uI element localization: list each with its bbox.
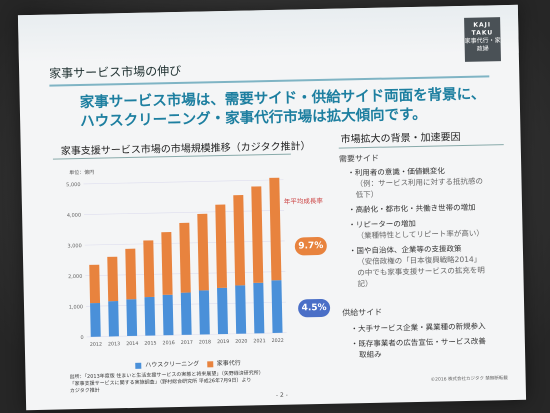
- copyright: ©2016 株式会社カジタク 禁無断転載: [430, 376, 508, 383]
- x-tick-label: 2018: [199, 339, 211, 345]
- x-tick-label: 2016: [162, 340, 174, 346]
- bar-housekeeping: [215, 204, 228, 288]
- supply-item-2-sub: 取組み: [359, 349, 382, 360]
- bar-housekeeping: [179, 222, 191, 293]
- y-tick-label: 3,000: [67, 243, 81, 249]
- legend-cleaning: ハウスクリーニング: [145, 360, 200, 369]
- bar-housekeeping: [269, 177, 282, 281]
- supply-heading: 供給サイド: [342, 307, 383, 318]
- bar-cleaning: [162, 294, 174, 336]
- bar-cleaning: [235, 285, 247, 334]
- y-tick-label: 1,000: [69, 304, 83, 310]
- bar-housekeeping: [143, 240, 155, 298]
- market-size-bar-chart: 0 1,000 2,000 3,000 4,000 5,000 2012 2013 2014 20…: [66, 177, 287, 348]
- presentation-slide: KAJI TAKU 家事代行・家政婦 家事サービス市場の伸び 家事サービス市場は…: [17, 4, 527, 411]
- bar-cleaning: [217, 287, 229, 335]
- demand-item-4-sub-2: の中でも家事支援サービスの拡充を明: [357, 265, 485, 278]
- bar-housekeeping: [233, 194, 246, 286]
- brand-logo-line3: 家事代行・家政婦: [464, 37, 501, 53]
- x-tick-label: 2022: [272, 338, 284, 344]
- bar-cleaning: [90, 302, 101, 337]
- legend-housekeeping: 家事代行: [216, 359, 241, 368]
- gridline: [84, 210, 285, 215]
- section-title: 家事サービス市場の伸び: [49, 63, 182, 81]
- demand-item-1-sub-1: （例：サービス利用に対する抵抗感の: [355, 176, 484, 189]
- bar-housekeeping: [251, 186, 264, 283]
- y-tick-label: 4,000: [67, 213, 81, 219]
- bar-cleaning: [271, 280, 283, 334]
- supply-item-1: ・大手サービス企業・異業種の新規参入: [350, 321, 486, 334]
- x-tick-label: 2014: [126, 341, 138, 347]
- y-tick-label: 2,000: [68, 274, 82, 280]
- legend-swatch-housekeeping: [206, 360, 213, 367]
- x-tick-label: 2019: [217, 339, 229, 345]
- bar-housekeeping: [197, 213, 209, 291]
- x-tick-label: 2020: [235, 339, 247, 345]
- bar-housekeeping: [89, 264, 101, 304]
- cagr-label: 年平均成長率: [283, 196, 323, 206]
- demand-item-2: ・高齢化・都市化・共働き世帯の増加: [347, 202, 476, 215]
- demand-heading: 需要サイド: [338, 153, 380, 164]
- gridline: [83, 179, 284, 185]
- y-tick-label: 0: [80, 335, 83, 341]
- demand-item-1: ・利用者の意識・価値観変化: [347, 166, 445, 178]
- bar-cleaning: [253, 282, 265, 334]
- demand-item-3: ・リピーターの増加: [348, 218, 416, 230]
- bar-housekeeping: [107, 256, 119, 302]
- x-tick-label: 2012: [90, 342, 102, 348]
- cagr-housekeeping-badge: 9.7%: [294, 236, 328, 256]
- bar-cleaning: [126, 299, 138, 337]
- demand-item-4-sub-3: 記）: [357, 278, 373, 289]
- legend-swatch-cleaning: [135, 362, 142, 369]
- demand-item-1-sub-2: 低下）: [355, 189, 379, 200]
- x-tick-label: 2013: [108, 341, 120, 347]
- right-panel-title: 市場拡大の背景・加速要因: [340, 132, 461, 146]
- x-tick-label: 2021: [253, 338, 265, 344]
- bar-cleaning: [198, 290, 210, 335]
- slide-headline: 家事サービス市場は、需要サイド・供給サイド両面を背景に、 ハウスクリーニング・家…: [80, 85, 501, 132]
- bar-cleaning: [180, 292, 192, 335]
- brand-logo: KAJI TAKU 家事代行・家政婦: [464, 17, 501, 62]
- bar-housekeeping: [125, 248, 137, 300]
- x-tick-label: 2017: [181, 340, 193, 346]
- chart-source: 出所：「2013年度版 住まいと生活支援サービスの実態と将来展望」（矢野経済研究…: [69, 369, 329, 395]
- bar-housekeeping: [161, 231, 173, 295]
- cagr-cleaning-badge: 4.5%: [297, 298, 331, 318]
- supply-item-2: ・既存事業者の広告宣伝・サービス改善: [350, 336, 486, 349]
- page-number: - 2 -: [275, 391, 288, 399]
- slide-header-bar: [17, 4, 519, 64]
- demand-item-3-sub: （業種特性としてリピート率が高い）: [356, 228, 484, 241]
- bar-cleaning: [108, 301, 119, 337]
- y-tick-label: 5,000: [66, 182, 80, 188]
- chart-legend: ハウスクリーニング 家事代行: [135, 358, 241, 369]
- bar-cleaning: [144, 296, 156, 336]
- x-tick-label: 2015: [144, 340, 156, 346]
